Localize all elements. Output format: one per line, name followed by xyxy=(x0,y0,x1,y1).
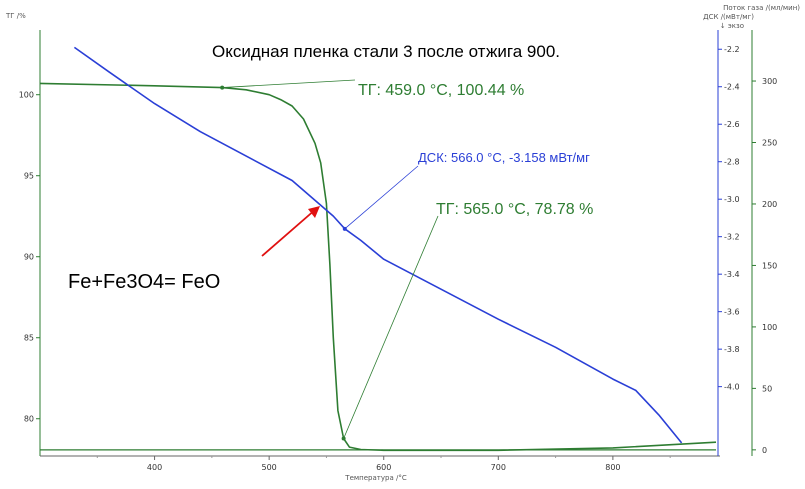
y-mid-tick-label: -2.4 xyxy=(724,83,740,92)
annotation-label-reaction: Fe+Fe3O4= FeO xyxy=(68,271,220,293)
y-mid-tick-label: -2.8 xyxy=(724,158,740,167)
annotation-leader-tg-459 xyxy=(222,79,356,88)
annotation-arrow-shaft xyxy=(261,208,317,257)
x-tick-label: 600 xyxy=(376,463,391,472)
chart-title: Оксидная пленка стали 3 после отжига 900… xyxy=(212,42,560,61)
x-tick-label: 800 xyxy=(605,463,620,472)
y-left-tick-label: 80 xyxy=(24,415,34,424)
y-mid-tick-label: -3.6 xyxy=(724,308,740,317)
y-right-tick-label: 50 xyxy=(762,384,772,393)
y-left-tick-label: 85 xyxy=(24,334,34,343)
annotation-arrow-head xyxy=(308,206,320,218)
x-ticks: 400 500 600 700 800 xyxy=(96,456,671,472)
y-right-tick-label: 0 xyxy=(762,446,767,455)
annotation-leader-tg-565 xyxy=(343,215,439,439)
annotation-label-tg-459: ТГ: 459.0 °C, 100.44 % xyxy=(358,82,524,99)
x-axis-label: Температура /°C xyxy=(344,474,407,482)
annotation-label-dsc-566: ДСК: 566.0 °C, -3.158 мВт/мг xyxy=(418,150,590,165)
y-mid-tick-label: -2.2 xyxy=(724,45,740,54)
x-tick-label: 500 xyxy=(262,463,277,472)
y-left-tick-label: 95 xyxy=(24,172,34,181)
y-left-axis-label: ТГ /% xyxy=(5,12,26,20)
y-right-tick-label: 150 xyxy=(762,261,777,270)
y-right-tick-label: 100 xyxy=(762,323,777,332)
y-mid-tick-label: -2.6 xyxy=(724,120,740,129)
y-mid-tick-label: -4.0 xyxy=(724,383,740,392)
annotation-label-tg-565: ТГ: 565.0 °C, 78.78 % xyxy=(436,201,593,218)
y-right-tick-label: 250 xyxy=(762,139,777,148)
x-tick-label: 700 xyxy=(491,463,506,472)
plot-area xyxy=(40,38,716,456)
y-left-tick-label: 100 xyxy=(19,91,34,100)
y-right-tick-label: 200 xyxy=(762,200,777,209)
annotations: ТГ: 459.0 °C, 100.44 % ДСК: 566.0 °C, -3.… xyxy=(68,79,593,441)
annotation-leader-dsc-566 xyxy=(344,165,419,230)
y-mid-ticks: -2.2 -2.4 -2.6 -2.8 -3.0 -3.2 -3.4 -3.6 -3.8 -4.0 xyxy=(718,45,740,392)
y-right-tick-label: 300 xyxy=(762,77,777,86)
series-line-1 xyxy=(73,46,683,444)
y-left-ticks: 80 85 90 95 100 xyxy=(19,91,40,424)
y-right-ticks: 0 50 100 150 200 250 300 xyxy=(752,77,777,455)
y-mid-tick-label: -3.0 xyxy=(724,195,740,204)
axes xyxy=(39,30,753,457)
y-mid-axis-label-1: Поток газа /(мл/мин) xyxy=(723,4,800,12)
y-mid-tick-label: -3.8 xyxy=(724,345,740,354)
y-mid-axis-label-3: ↓ экзо xyxy=(720,22,744,30)
y-left-tick-label: 90 xyxy=(24,253,34,262)
y-mid-tick-label: -3.2 xyxy=(724,233,740,242)
y-mid-axis-label-2: ДСК /(мВт/мг) xyxy=(703,13,754,21)
x-tick-label: 400 xyxy=(147,463,162,472)
y-mid-tick-label: -3.4 xyxy=(724,270,740,279)
series-lines xyxy=(39,46,717,452)
